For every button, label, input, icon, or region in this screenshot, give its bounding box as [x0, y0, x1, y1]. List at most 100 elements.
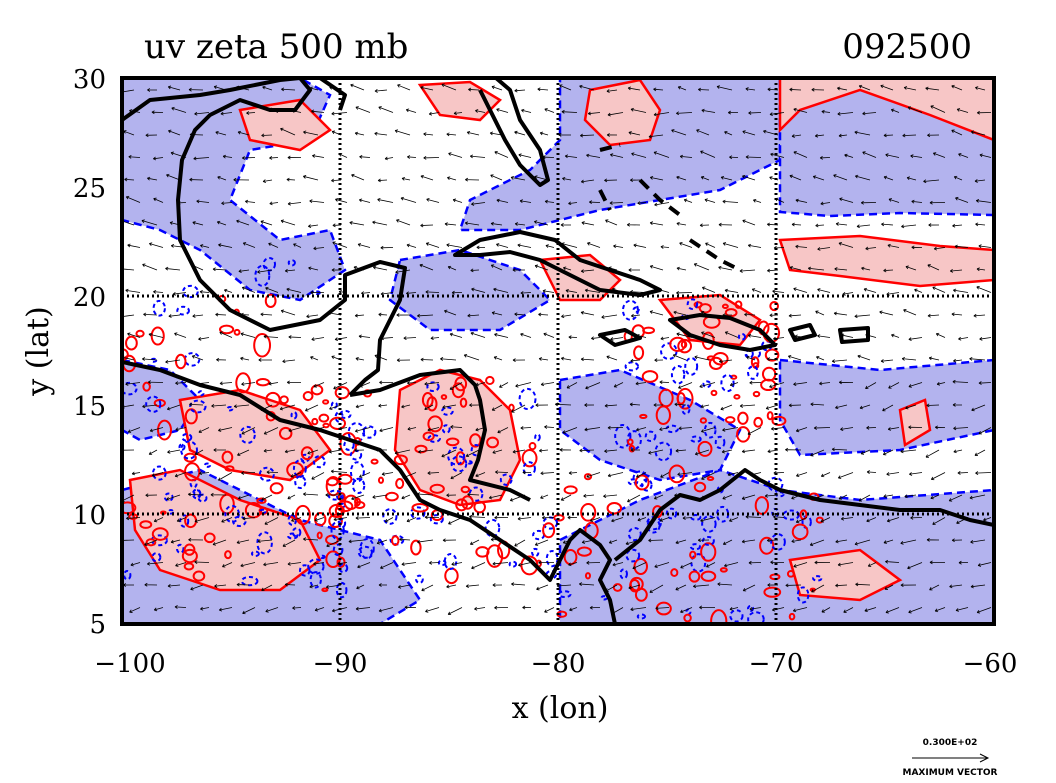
vorticity-contour: [639, 413, 648, 420]
wind-vector: [561, 314, 572, 319]
wind-vector: [288, 427, 302, 433]
coastline-puerto-rico: [788, 323, 817, 342]
wind-vector: [722, 494, 733, 500]
wind-vector: [147, 88, 158, 92]
wind-vector: [676, 266, 687, 271]
wind-vector: [223, 288, 233, 293]
vorticity-contour: [475, 546, 490, 558]
wind-vector: [280, 219, 296, 226]
wind-vector: [606, 89, 618, 93]
wind-vector: [883, 175, 894, 181]
wind-vector: [313, 246, 325, 251]
wind-vector: [376, 539, 388, 545]
coastline-florida: [478, 78, 550, 187]
wind-vector: [976, 267, 986, 272]
wind-vector: [534, 539, 549, 546]
vorticity-contour: [688, 570, 701, 583]
wind-vector: [654, 358, 664, 363]
wind-vector: [860, 200, 877, 205]
vorticity-contour: [486, 436, 500, 449]
vorticity-contour: [224, 465, 235, 472]
wind-vector: [309, 584, 319, 589]
wind-vector: [257, 539, 273, 543]
wind-vector: [729, 607, 739, 611]
wind-vector: [584, 288, 601, 293]
vorticity-contour: [429, 514, 444, 525]
wind-vector: [583, 493, 595, 498]
wind-vector: [374, 131, 388, 136]
wind-vector: [791, 222, 802, 227]
wind-vector: [372, 265, 388, 271]
wind-vector: [465, 177, 480, 182]
wind-vector: [325, 584, 342, 589]
wind-vector: [903, 308, 917, 316]
wind-vector: [890, 108, 900, 113]
wind-vector: [314, 607, 325, 612]
wind-vector: [855, 582, 871, 587]
wind-vector: [955, 607, 969, 612]
x-tick-label--80: −80: [531, 649, 586, 679]
wind-vector: [534, 264, 549, 271]
y-tick-label-25: 25: [73, 174, 106, 204]
wind-vector: [926, 403, 940, 408]
wind-vector: [838, 242, 854, 248]
wind-vector: [906, 176, 917, 181]
wind-vector: [147, 176, 158, 181]
wind-vector: [210, 492, 227, 497]
wind-vector: [701, 427, 716, 433]
wind-vector: [407, 155, 417, 159]
vorticity-contour: [295, 504, 311, 526]
wind-vector: [446, 584, 457, 589]
wind-vector: [952, 223, 963, 228]
vorticity-contour: [629, 576, 644, 592]
vorticity-contour: [545, 569, 558, 580]
wind-vector: [749, 380, 762, 385]
wind-vector: [540, 494, 549, 499]
wind-vector: [973, 313, 986, 318]
vorticity-contour: [669, 336, 687, 352]
vorticity-contour: [233, 328, 241, 336]
wind-vector: [699, 223, 710, 228]
wind-vector: [142, 404, 158, 409]
vorticity-contour: [614, 424, 632, 449]
vorticity-contour: [182, 284, 199, 299]
vorticity-contour: [414, 444, 428, 454]
wind-vector: [153, 607, 164, 612]
positive-region: [778, 78, 994, 142]
wind-vector: [629, 402, 641, 407]
vorticity-contour: [422, 431, 435, 442]
vorticity-contour: [485, 375, 495, 385]
wind-vector: [149, 427, 164, 433]
wind-vector: [953, 175, 963, 181]
wind-vector: [839, 197, 854, 203]
wind-vector: [911, 199, 923, 204]
wind-vector: [351, 173, 365, 181]
wind-vector: [358, 198, 371, 203]
wind-vector: [903, 86, 917, 91]
wind-vector: [313, 561, 325, 566]
wind-vector: [222, 562, 233, 568]
wind-vector: [191, 355, 204, 361]
wind-vector: [817, 247, 831, 251]
wind-vector: [901, 224, 917, 229]
wind-vector: [406, 243, 417, 248]
wind-vector: [359, 472, 371, 478]
wind-vector: [281, 87, 296, 92]
wind-vector: [559, 447, 572, 452]
vorticity-contour: [318, 413, 330, 423]
vorticity-contour: [632, 306, 640, 313]
vorticity-contour: [815, 516, 824, 524]
wind-vector: [242, 607, 256, 615]
wind-vector: [175, 381, 187, 386]
vorticity-contour: [670, 365, 686, 385]
wind-vector: [589, 517, 601, 522]
vorticity-contour: [710, 389, 718, 397]
wind-vector: [649, 221, 664, 226]
wind-vector: [866, 425, 877, 430]
wind-vector: [396, 219, 411, 226]
vorticity-contour: [584, 572, 591, 580]
wind-vector: [970, 584, 986, 589]
wind-vector: [954, 244, 969, 249]
vorticity-contour: [150, 534, 168, 547]
wind-vector: [354, 448, 365, 453]
